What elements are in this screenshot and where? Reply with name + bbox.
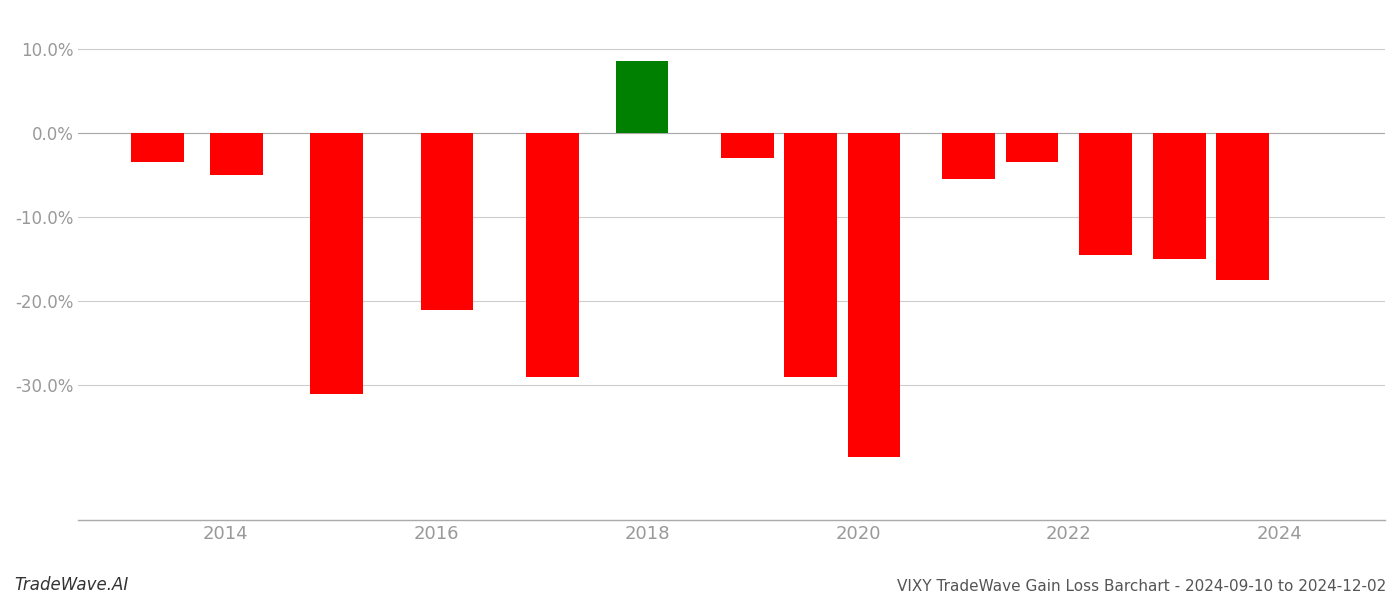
Bar	[1079, 133, 1133, 255]
Bar	[616, 61, 668, 133]
Bar	[1005, 133, 1058, 163]
Bar	[132, 133, 183, 163]
Bar	[942, 133, 995, 179]
Bar	[721, 133, 774, 158]
Bar	[784, 133, 837, 377]
Bar	[1217, 133, 1268, 280]
Bar	[210, 133, 263, 175]
Bar	[309, 133, 363, 394]
Bar	[526, 133, 578, 377]
Text: TradeWave.AI: TradeWave.AI	[14, 576, 129, 594]
Text: VIXY TradeWave Gain Loss Barchart - 2024-09-10 to 2024-12-02: VIXY TradeWave Gain Loss Barchart - 2024…	[897, 579, 1386, 594]
Bar	[421, 133, 473, 310]
Bar	[1154, 133, 1205, 259]
Bar	[847, 133, 900, 457]
